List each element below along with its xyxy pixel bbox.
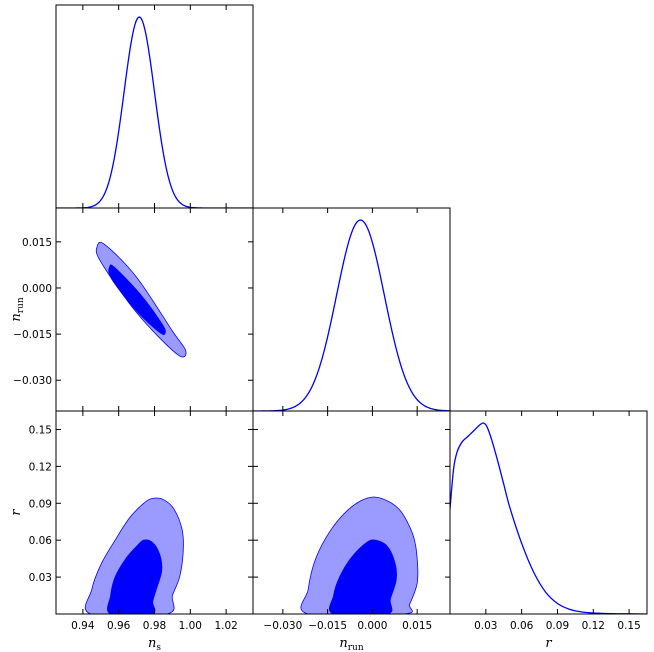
y-tick-label-nrun: 0.015	[22, 237, 52, 249]
x-tick-label-r: 0.09	[546, 620, 569, 632]
y-tick-label-r: 0.06	[29, 535, 53, 547]
y-tick-label-nrun: 0.000	[22, 283, 52, 295]
contour-inner-ns-r	[107, 539, 163, 614]
contour-inner-nrun-r	[328, 539, 397, 614]
y-tick-label-nrun: −0.015	[13, 329, 52, 341]
x-axis-label-ns: ns	[148, 636, 161, 652]
x-tick-label-ns: 0.94	[71, 620, 95, 632]
contour-ns-nrun	[95, 242, 187, 358]
contour-inner-ns-nrun	[108, 264, 166, 335]
y-tick-label-r: 0.03	[29, 572, 52, 584]
marginal-curve-nrun	[253, 219, 450, 411]
x-tick-label-ns: 0.98	[143, 620, 166, 632]
y-axis-label-r: r	[9, 509, 24, 516]
x-tick-label-ns: 1.02	[214, 620, 237, 632]
contour-ns-r	[84, 497, 184, 614]
marginal-nrun	[253, 219, 450, 411]
y-tick-label-r: 0.15	[29, 424, 52, 436]
x-tick-label-nrun: −0.015	[308, 620, 347, 632]
y-tick-label-r: 0.12	[29, 461, 52, 473]
panel-frame-r-r	[449, 410, 648, 615]
marginal-r	[450, 422, 647, 614]
marginal-curve-r	[450, 422, 647, 614]
y-tick-label-r: 0.09	[29, 498, 52, 510]
x-tick-label-nrun: −0.030	[263, 620, 302, 632]
x-axis-label-nrun: nrun	[339, 636, 363, 652]
x-tick-label-ns: 0.96	[107, 620, 131, 632]
y-tick-label-nrun: −0.030	[13, 375, 52, 387]
contour-nrun-r	[300, 496, 419, 614]
x-tick-label-r: 0.15	[617, 620, 640, 632]
x-tick-label-nrun: 0.015	[402, 620, 432, 632]
x-tick-label-r: 0.06	[510, 620, 534, 632]
x-tick-label-r: 0.03	[474, 620, 497, 632]
x-tick-label-ns: 1.00	[179, 620, 202, 632]
x-axis-label-r: r	[545, 636, 552, 651]
y-axis-label-nrun: nrun	[9, 297, 26, 321]
panel-frame-ns-ns	[55, 4, 254, 209]
panel-frame-nrun-nrun	[252, 207, 451, 412]
marginal-curve-ns	[56, 16, 253, 208]
x-tick-label-r: 0.12	[582, 620, 605, 632]
marginal-ns	[56, 16, 253, 208]
x-tick-label-nrun: 0.000	[357, 620, 387, 632]
